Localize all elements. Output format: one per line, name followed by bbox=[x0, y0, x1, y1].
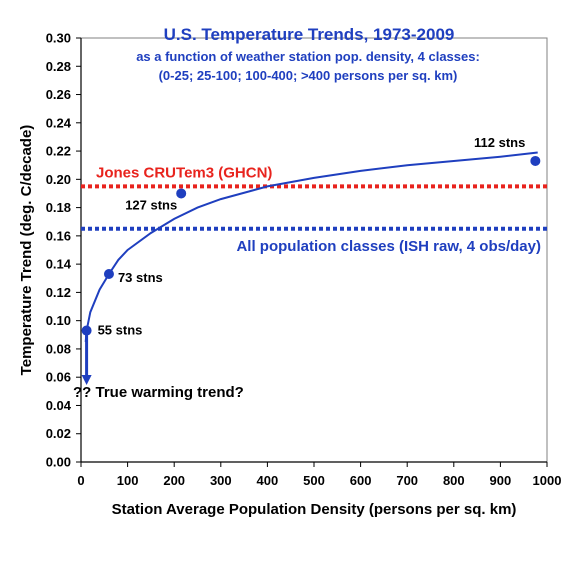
chart-title: U.S. Temperature Trends, 1973-2009 bbox=[164, 25, 455, 44]
x-tick-label: 200 bbox=[163, 473, 185, 488]
x-tick-label: 600 bbox=[350, 473, 372, 488]
y-tick-label: 0.04 bbox=[46, 398, 72, 413]
data-point bbox=[103, 269, 114, 280]
x-tick-label: 300 bbox=[210, 473, 232, 488]
y-axis-ticks: 0.00 0.02 0.04 0.06 0.08 0.10 0.12 0.14 0.16 0.18… bbox=[46, 31, 81, 470]
y-axis-label: Temperature Trend (deg. C/decade) bbox=[18, 125, 35, 376]
point-labels: 55 stns 73 stns 127 stns 112 stns bbox=[98, 135, 526, 338]
jones-crutem3-label: Jones CRUTem3 (GHCN) bbox=[96, 164, 272, 181]
fit-curve-group bbox=[84, 151, 538, 342]
true-warming-trend-annotation: ?? True warming trend? bbox=[73, 384, 244, 401]
y-tick-label: 0.18 bbox=[46, 200, 71, 215]
x-axis-label: Station Average Population Density (pers… bbox=[112, 501, 517, 518]
y-tick-label: 0.22 bbox=[46, 144, 71, 159]
x-tick-label: 1000 bbox=[533, 473, 562, 488]
x-tick-label: 900 bbox=[490, 473, 512, 488]
y-tick-label: 0.30 bbox=[46, 31, 71, 46]
y-tick-label: 0.02 bbox=[46, 426, 71, 441]
y-tick-label: 0.26 bbox=[46, 87, 71, 102]
x-tick-label: 800 bbox=[443, 473, 465, 488]
data-point bbox=[176, 188, 187, 199]
data-point bbox=[530, 155, 541, 166]
x-tick-label: 100 bbox=[117, 473, 139, 488]
x-tick-label: 700 bbox=[396, 473, 418, 488]
data-point-label: 112 stns bbox=[474, 135, 525, 150]
y-tick-label: 0.00 bbox=[46, 455, 71, 470]
y-tick-label: 0.10 bbox=[46, 313, 71, 328]
x-axis-ticks: 0 100 200 300 400 500 600 700 800 900 1000 bbox=[77, 462, 561, 488]
y-tick-label: 0.14 bbox=[46, 257, 72, 272]
y-tick-label: 0.20 bbox=[46, 172, 71, 187]
data-point-label: 55 stns bbox=[98, 323, 143, 338]
annotation-group: ?? True warming trend? bbox=[73, 330, 244, 401]
y-tick-label: 0.24 bbox=[46, 115, 72, 130]
all-population-classes-label: All population classes (ISH raw, 4 obs/d… bbox=[236, 238, 541, 255]
data-point-label: 127 stns bbox=[125, 197, 177, 212]
y-tick-label: 0.28 bbox=[46, 59, 71, 74]
x-tick-label: 400 bbox=[257, 473, 279, 488]
y-tick-label: 0.16 bbox=[46, 228, 71, 243]
x-tick-label: 0 bbox=[77, 473, 84, 488]
y-tick-label: 0.08 bbox=[46, 341, 71, 356]
fit-curve bbox=[84, 151, 538, 342]
chart-subtitle-line-2: (0-25; 25-100; 100-400; >400 persons per… bbox=[159, 68, 458, 83]
chart-subtitle-line-1: as a function of weather station pop. de… bbox=[136, 49, 480, 64]
data-point-label: 73 stns bbox=[118, 270, 163, 285]
y-tick-label: 0.12 bbox=[46, 285, 71, 300]
x-tick-label: 500 bbox=[303, 473, 325, 488]
y-tick-label: 0.06 bbox=[46, 370, 71, 385]
